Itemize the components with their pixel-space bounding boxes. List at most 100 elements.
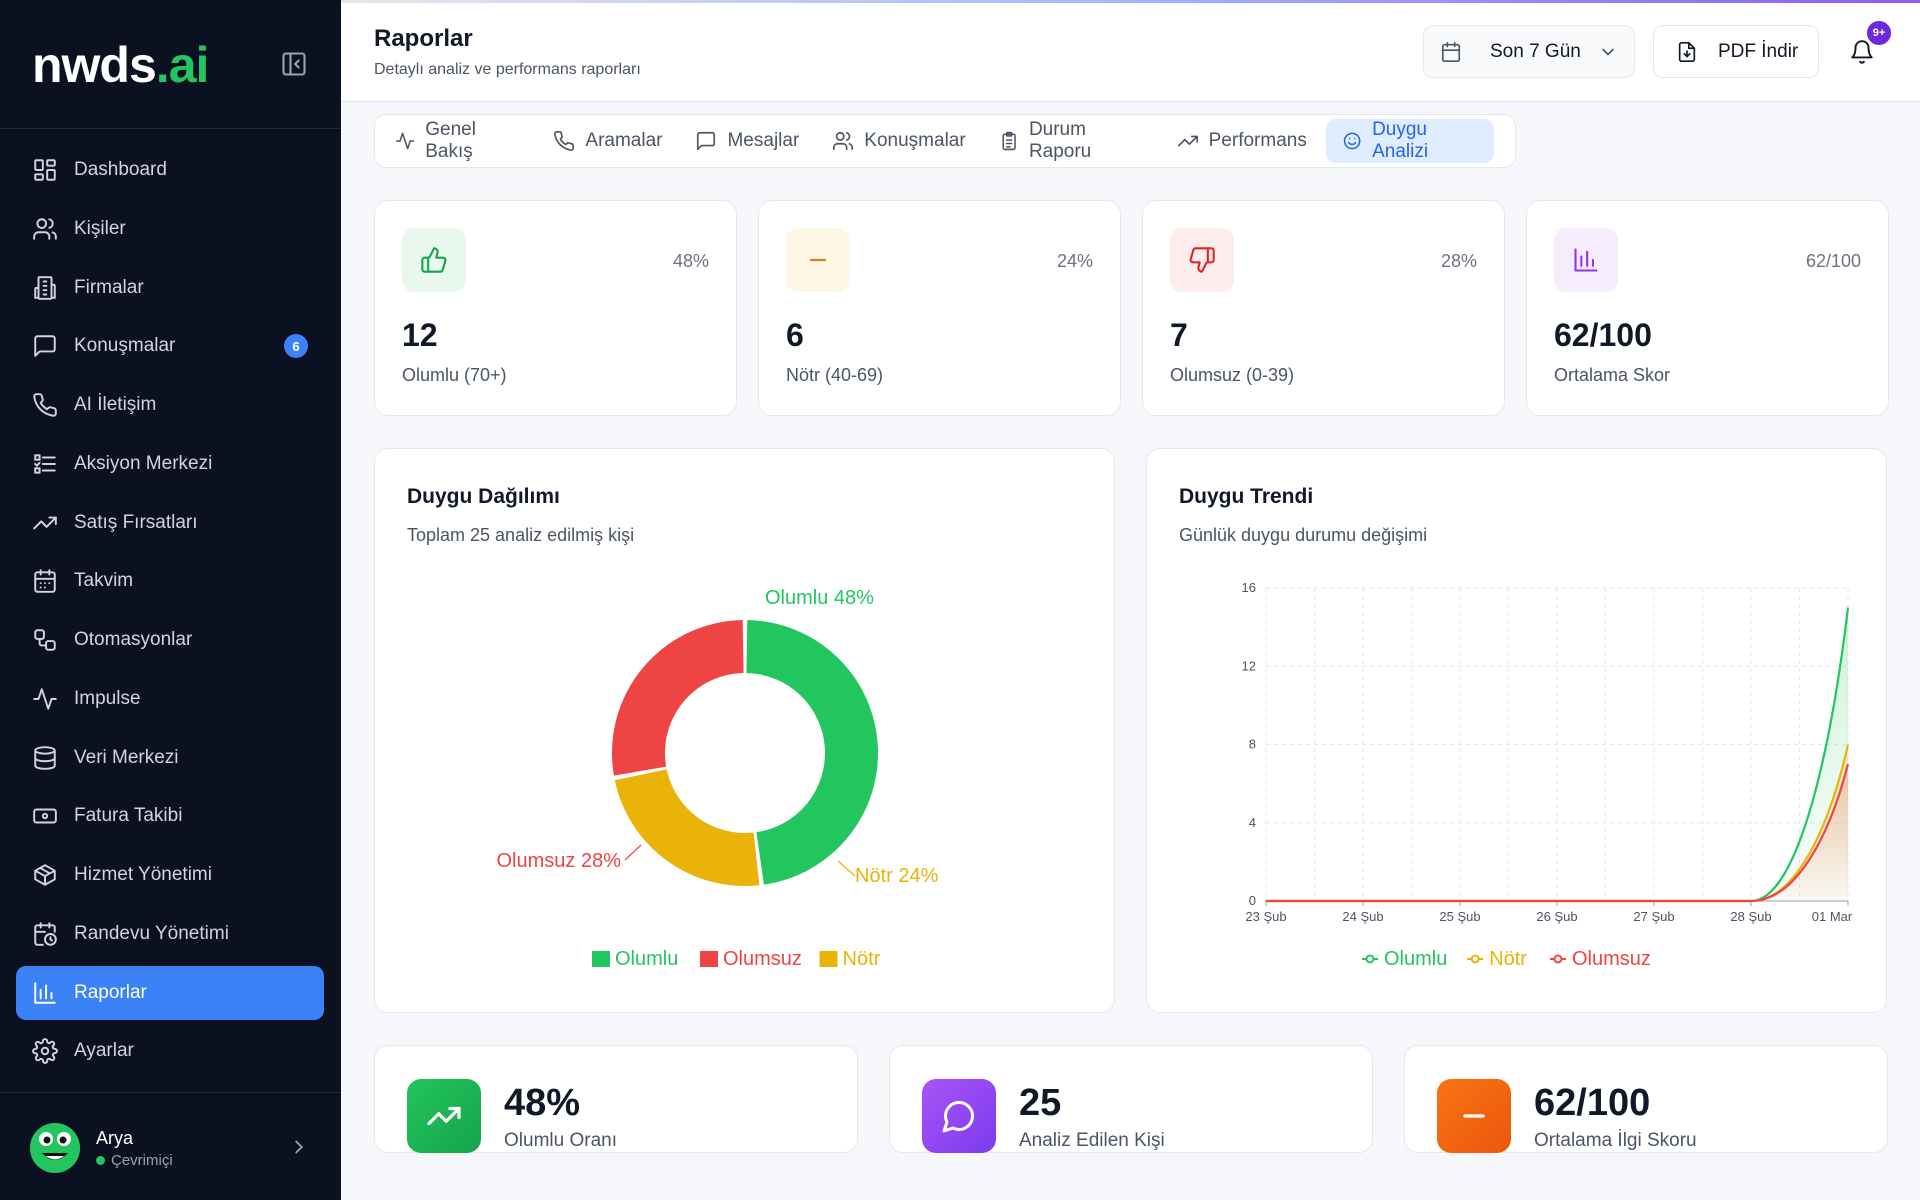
sidebar-item-randevu-yonetimi[interactable]: Randevu Yönetimi xyxy=(16,907,324,961)
chart-subtitle: Günlük duygu durumu değişimi xyxy=(1179,525,1428,545)
tab-durum-raporu[interactable]: Durum Raporu xyxy=(999,119,1156,163)
sidebar-item-kisiler[interactable]: Kişiler xyxy=(16,202,324,256)
x-tick-label: 25 Şub xyxy=(1439,909,1480,924)
sidebar-item-firmalar[interactable]: Firmalar xyxy=(16,261,324,315)
tab-konusmalar[interactable]: Konuşmalar xyxy=(832,119,977,163)
building-icon xyxy=(34,275,56,300)
sidebar-item-veri-merkezi[interactable]: Veri Merkezi xyxy=(16,731,324,785)
summary-value: 25 xyxy=(1019,1082,1062,1124)
legend-item[interactable]: Nötr xyxy=(819,948,881,970)
tab-label: Duygu Analizi xyxy=(1372,119,1429,162)
legend-marker xyxy=(1365,954,1375,964)
summary-icon-wrap xyxy=(1437,1079,1511,1153)
sidebar-item-label: Fatura Takibi xyxy=(74,805,183,827)
sentiment-distribution-card: Duygu Dağılımı Toplam 25 analiz edilmiş … xyxy=(374,448,1115,1013)
bell-icon[interactable] xyxy=(1849,39,1875,65)
tab-mesajlar[interactable]: Mesajlar xyxy=(695,119,811,163)
sidebar-collapse-icon[interactable] xyxy=(280,50,308,78)
series-line-olumlu[interactable] xyxy=(1266,607,1850,903)
pdf-download-button[interactable]: PDF İndir xyxy=(1653,25,1819,78)
sidebar-item-fatura-takibi[interactable]: Fatura Takibi xyxy=(16,789,324,843)
legend-label: Olumlu xyxy=(615,948,678,970)
users-icon xyxy=(33,218,57,240)
legend-swatch xyxy=(700,951,718,967)
trend-icon xyxy=(33,516,57,529)
banknote-icon xyxy=(33,808,57,824)
sidebar-item-ayarlar[interactable]: Ayarlar xyxy=(16,1024,324,1078)
x-tick-label: 27 Şub xyxy=(1633,909,1674,924)
series-line-olumsuz[interactable] xyxy=(1266,763,1850,903)
stat-value: 6 xyxy=(786,317,804,353)
bar-chart-icon xyxy=(1574,248,1598,272)
legend-item[interactable]: Olumlu xyxy=(592,948,678,970)
sidebar-item-satis-firsatlari[interactable]: Satış Fırsatları xyxy=(16,496,324,550)
brand-suffix: .ai xyxy=(155,37,210,93)
donut-slice-0[interactable] xyxy=(746,620,878,885)
minus-icon xyxy=(1463,1114,1485,1118)
chevron-right-icon[interactable] xyxy=(288,1136,310,1158)
legend-label: Nötr xyxy=(843,948,881,970)
donut-slice-2[interactable] xyxy=(612,620,744,776)
page-subtitle: Detaylı analiz ve performans raporları xyxy=(374,61,641,78)
summary-label: Ortalama İlgi Skoru xyxy=(1534,1130,1697,1151)
legend-item[interactable]: Olumlu xyxy=(1362,948,1447,970)
message-circle-icon xyxy=(942,1100,975,1133)
tab-performans[interactable]: Performans xyxy=(1177,119,1319,163)
stat-percent: 28% xyxy=(1440,251,1477,271)
sidebar-item-takvim[interactable]: Takvim xyxy=(16,554,324,608)
tab-label: Aramalar xyxy=(585,130,663,151)
top-accent-line xyxy=(341,0,1920,3)
sidebar-item-label: Dashboard xyxy=(74,159,167,180)
summary-card-ilgi-skoru: 62/100 Ortalama İlgi Skoru xyxy=(1404,1045,1888,1153)
date-range-select[interactable]: Son 7 Gün xyxy=(1423,25,1635,78)
avatar xyxy=(30,1123,80,1173)
summary-value: 48% xyxy=(504,1082,581,1124)
y-tick-label: 16 xyxy=(1242,580,1256,595)
calendar-clock-icon xyxy=(34,921,57,946)
user-profile[interactable]: Arya Çevrimiçi xyxy=(30,1120,310,1176)
stat-value: 62/100 xyxy=(1554,317,1652,353)
tab-aramalar[interactable]: Aramalar xyxy=(553,119,674,163)
legend-item[interactable]: Olumsuz xyxy=(700,948,802,970)
stat-icon-wrap xyxy=(1554,228,1618,292)
stat-label: Nötr (40-69) xyxy=(786,365,884,385)
stat-icon-wrap xyxy=(1170,228,1234,292)
summary-card-analiz-edilen: 25 Analiz Edilen Kişi xyxy=(889,1045,1373,1153)
sidebar-item-aksiyon-merkezi[interactable]: Aksiyon Merkezi xyxy=(16,437,324,491)
thumbs-down-icon xyxy=(1189,247,1215,273)
sidebar-item-label: Veri Merkezi xyxy=(74,746,179,768)
date-range-value: Son 7 Gün xyxy=(1490,40,1581,62)
stat-label: Olumlu (70+) xyxy=(402,365,507,385)
sidebar-item-dashboard[interactable]: Dashboard xyxy=(16,143,324,197)
sidebar-item-konusmalar[interactable]: Konuşmalar 6 xyxy=(16,319,324,373)
sidebar-item-otomasyonlar[interactable]: Otomasyonlar xyxy=(16,613,324,667)
donut-label-line xyxy=(624,844,642,861)
legend-item[interactable]: Olumsuz xyxy=(1550,948,1651,970)
sidebar-item-hizmet-yonetimi[interactable]: Hizmet Yönetimi xyxy=(16,848,324,902)
legend-label: Olumsuz xyxy=(1572,948,1651,970)
tab-label: Mesajlar xyxy=(727,130,800,151)
sidebar-nav: Dashboard Kişiler Firmalar Konuşmalar 6 … xyxy=(16,143,324,1083)
tab-genel-bakis[interactable]: Genel Bakış xyxy=(395,119,532,163)
stat-card-olumsuz: 28% 7 Olumsuz (0-39) xyxy=(1142,200,1505,416)
tab-label: Konuşmalar xyxy=(864,130,966,151)
sidebar-item-impulse[interactable]: Impulse xyxy=(16,672,324,726)
sidebar-item-raporlar[interactable]: Raporlar xyxy=(16,965,324,1020)
y-tick-label: 8 xyxy=(1249,737,1256,752)
legend-item[interactable]: Nötr xyxy=(1467,948,1527,970)
x-tick-label: 24 Şub xyxy=(1342,909,1383,924)
sidebar-item-ai-iletisim[interactable]: AI İletişim xyxy=(16,378,324,432)
activity-icon xyxy=(395,132,415,150)
file-download-icon xyxy=(1678,41,1696,62)
chart-title: Duygu Dağılımı xyxy=(407,485,560,508)
brand-name: nwds xyxy=(32,37,157,93)
tab-duygu-analizi[interactable]: Duygu Analizi xyxy=(1325,119,1494,163)
stat-percent: 24% xyxy=(1056,251,1093,271)
summary-value: 62/100 xyxy=(1534,1082,1651,1124)
brand-logo[interactable]: nwds.ai xyxy=(32,36,210,94)
sidebar-item-label: Randevu Yönetimi xyxy=(74,922,229,944)
series-area-olumlu xyxy=(1266,607,1848,901)
sidebar-item-label: Konuşmalar xyxy=(74,335,176,357)
tab-label: Durum Raporu xyxy=(1028,119,1092,162)
donut-slice-1[interactable] xyxy=(614,769,760,886)
